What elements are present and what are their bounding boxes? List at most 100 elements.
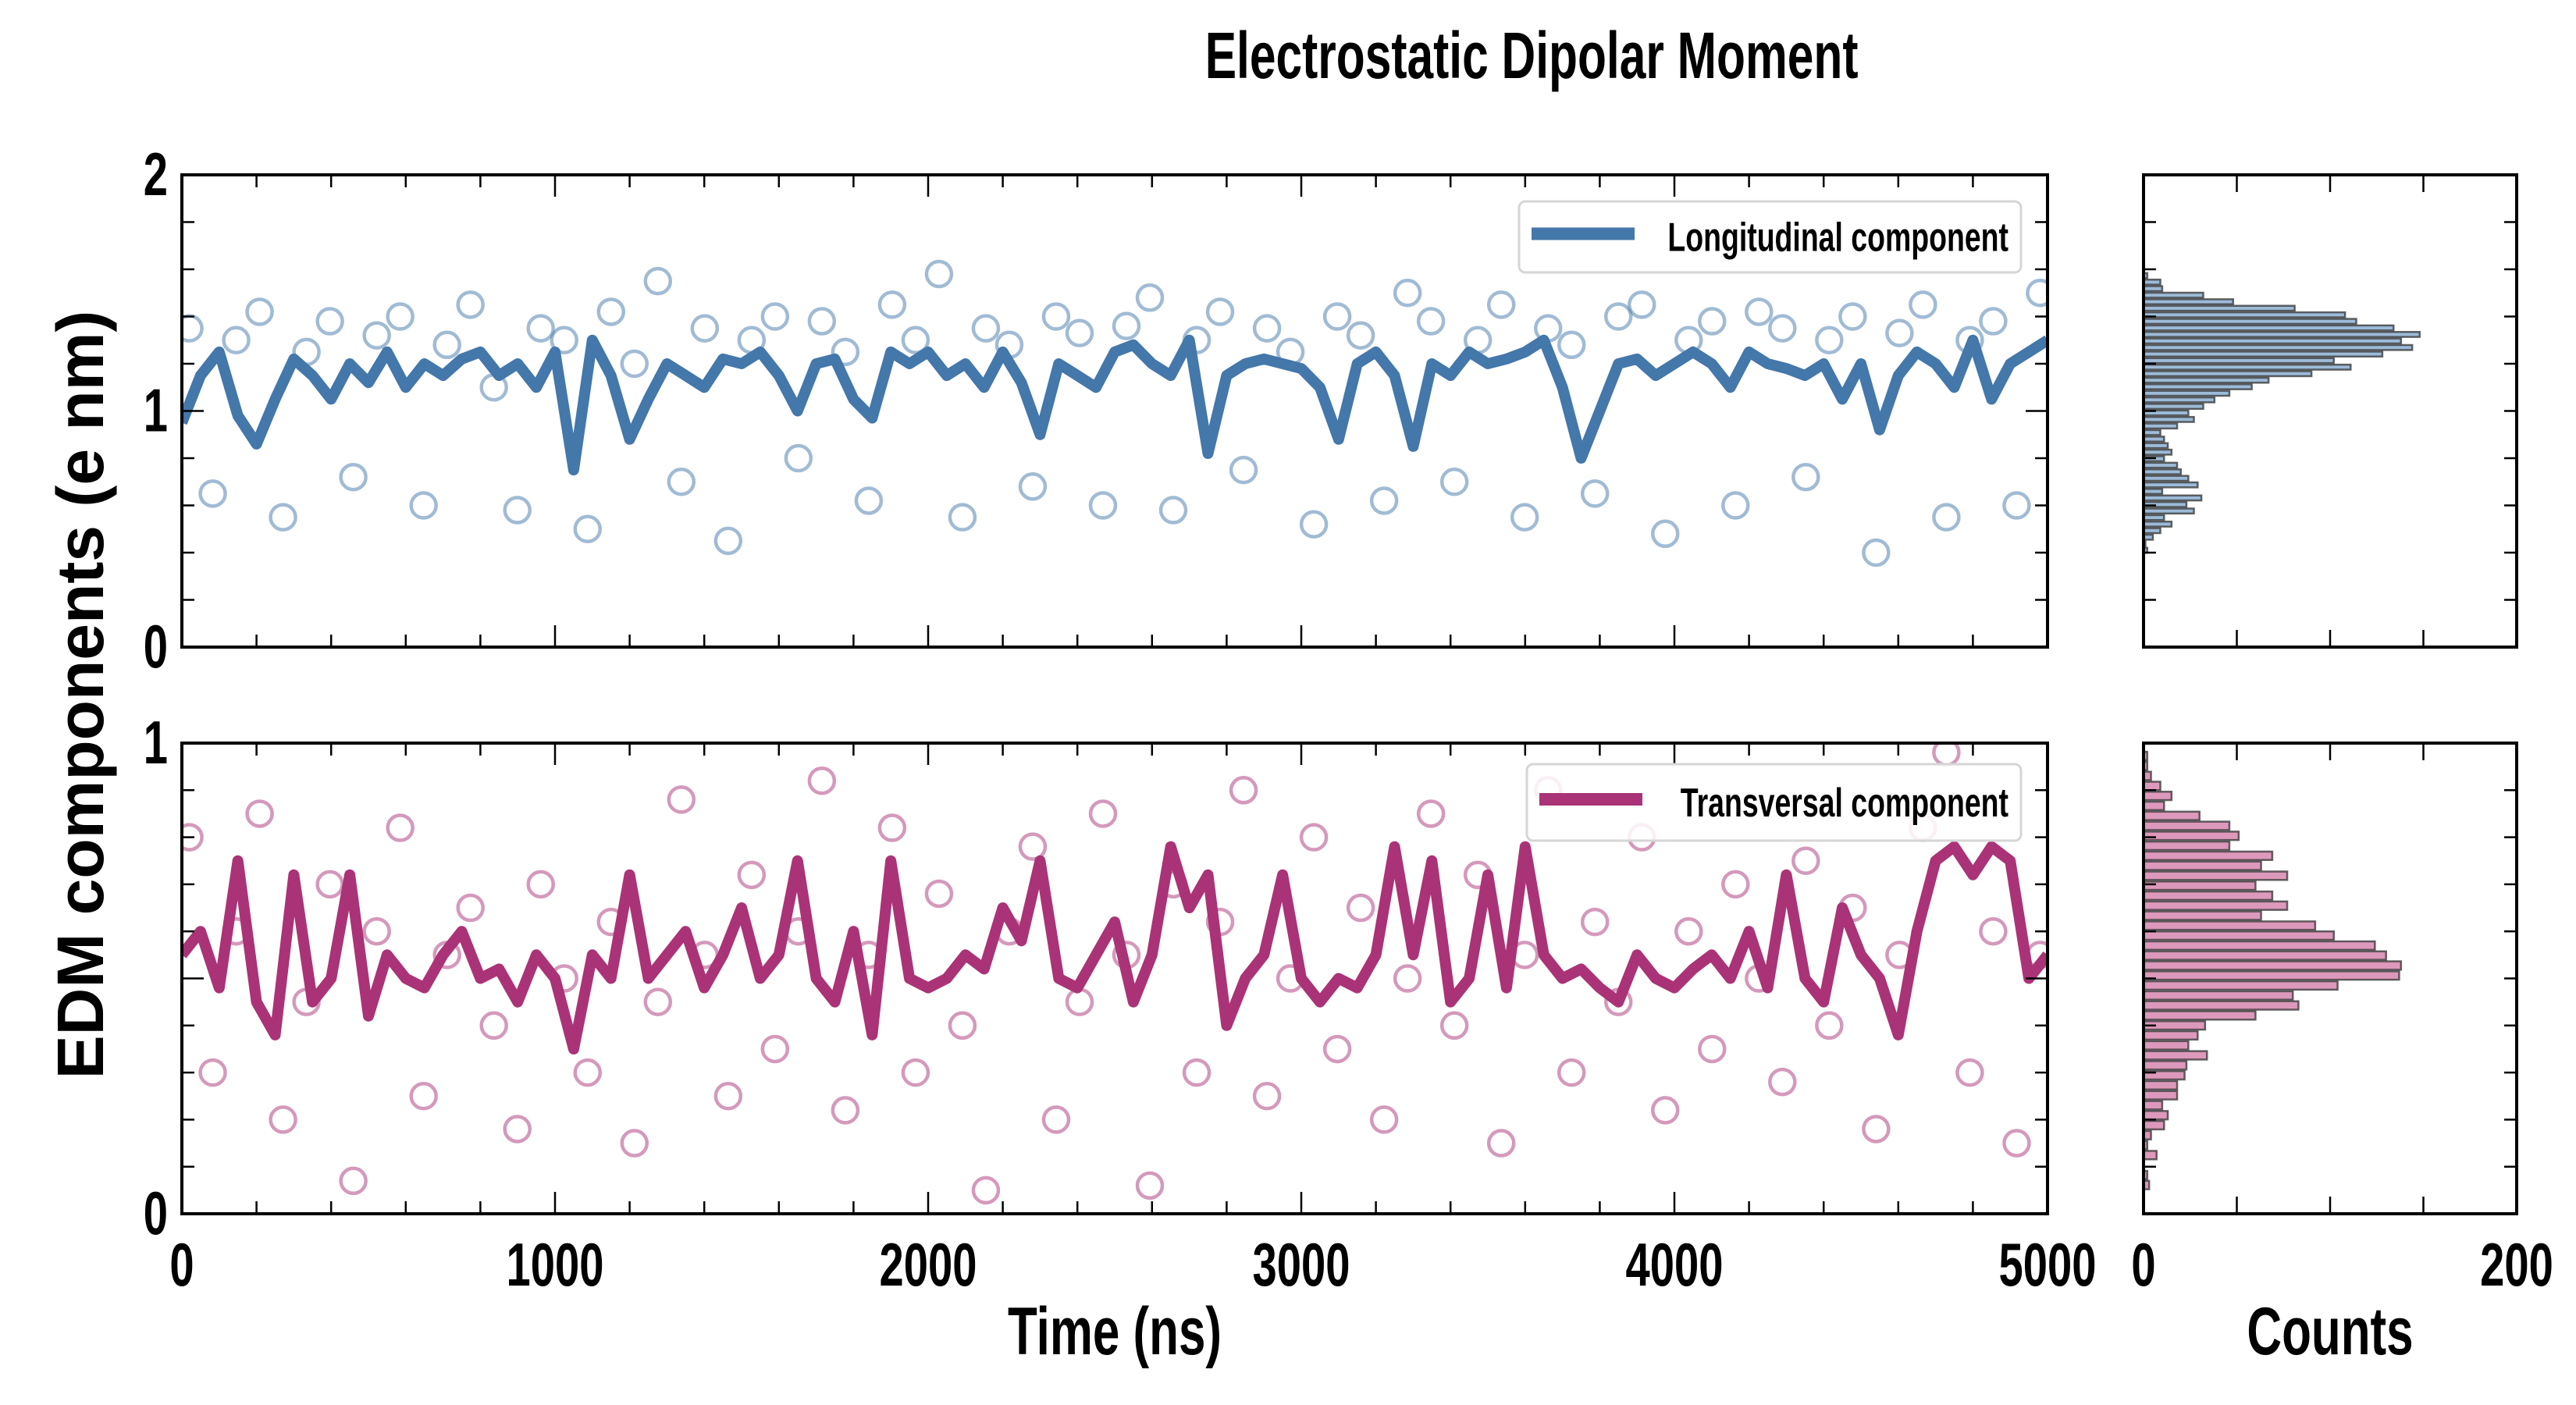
scatter-point xyxy=(690,314,720,343)
histogram-bar xyxy=(2142,1110,2169,1121)
scatter-point xyxy=(877,813,907,842)
scatter-point xyxy=(479,1011,508,1040)
hist-x-axis-label: Counts xyxy=(2247,1293,2413,1368)
scatter-point xyxy=(1088,799,1118,828)
scatter-point xyxy=(1041,302,1071,331)
scatter-point xyxy=(713,1082,743,1111)
scatter-point xyxy=(1885,318,1914,347)
scatter-point xyxy=(503,1115,532,1144)
histogram-bar xyxy=(2142,960,2403,971)
scatter-point xyxy=(1557,330,1586,360)
scatter-point xyxy=(1065,987,1094,1016)
scatter-point xyxy=(1322,302,1352,331)
histogram-bar xyxy=(2142,481,2199,489)
scatter-point xyxy=(1721,870,1750,899)
scatter-point xyxy=(1580,479,1610,508)
scatter-point xyxy=(1745,297,1774,326)
scatter-point xyxy=(1158,496,1188,525)
x-tick-label: 0 xyxy=(169,1231,194,1299)
histogram-bar xyxy=(2142,337,2403,345)
histogram-bar xyxy=(2142,468,2183,475)
histogram-bar xyxy=(2142,1080,2179,1091)
scatter-point xyxy=(1557,1058,1586,1087)
chart-title: Electrostatic Dipolar Moment xyxy=(1205,19,1859,92)
scatter-point xyxy=(1815,325,1844,354)
scatter-point xyxy=(760,302,790,331)
histogram-bar xyxy=(2142,415,2195,423)
scatter-point xyxy=(269,1105,297,1134)
histogram-bar xyxy=(2142,448,2173,456)
histogram-bar xyxy=(2142,860,2262,871)
histogram-bar xyxy=(2142,461,2179,469)
scatter-point xyxy=(456,893,485,923)
y-tick-label-group: 0 xyxy=(144,613,168,681)
scatter-point xyxy=(1369,486,1399,515)
legend-box xyxy=(1517,200,2023,274)
y-tick-label-group: 1 xyxy=(144,376,168,444)
histogram-bar xyxy=(2142,494,2203,502)
hist-x-tick-label: 200 xyxy=(2480,1231,2553,1299)
scatter-point xyxy=(784,443,813,473)
x-tick-label-group: 1000 xyxy=(507,1231,604,1299)
scatter-point xyxy=(807,766,837,795)
scatter-point xyxy=(1252,314,1282,343)
scatter-point xyxy=(1393,964,1422,993)
scatter-point xyxy=(1229,776,1258,805)
scatter-point xyxy=(1369,1105,1399,1134)
scatter-point xyxy=(386,302,415,331)
scatter-point xyxy=(245,799,274,828)
scatter-point xyxy=(831,337,860,367)
histogram-bar xyxy=(2142,403,2204,411)
scatter-point xyxy=(620,349,649,379)
scatter-point xyxy=(924,879,954,909)
histogram-bar xyxy=(2142,1090,2179,1101)
scatter-point xyxy=(1439,1011,1469,1040)
scatter-point xyxy=(1768,314,1797,343)
histogram-bar xyxy=(2142,436,2165,443)
x-axis-label: Time (ns) xyxy=(1008,1293,1222,1368)
histogram-bar xyxy=(2142,900,2289,911)
scatter-point xyxy=(807,307,837,336)
histogram-bar xyxy=(2142,370,2313,378)
histogram-bar xyxy=(2142,800,2165,812)
scatter-point xyxy=(1416,307,1446,336)
histogram-bar xyxy=(2142,930,2336,941)
x-tick-label-group: 5000 xyxy=(1999,1231,2097,1299)
histogram-bar xyxy=(2142,376,2270,384)
histogram-bar xyxy=(2142,350,2384,358)
histogram-bar xyxy=(2142,383,2253,390)
histogram-bar xyxy=(2142,950,2387,961)
histogram-bar xyxy=(2142,324,2395,332)
scatter-point xyxy=(1299,823,1329,852)
scatter-point xyxy=(456,290,485,319)
histogram-bar xyxy=(2142,475,2190,482)
histogram-bar xyxy=(2142,422,2179,430)
histogram-bar xyxy=(2142,507,2195,515)
scatter-point xyxy=(831,1096,860,1125)
scatter-point xyxy=(222,325,251,354)
scatter-point xyxy=(1112,311,1141,340)
scatter-point xyxy=(760,1034,790,1064)
scatter-point xyxy=(1182,1058,1212,1087)
histogram-bar xyxy=(2142,840,2231,852)
scatter-point xyxy=(948,1011,977,1040)
scatter-point xyxy=(339,1166,368,1196)
scatter-point xyxy=(1018,832,1048,861)
y-tick-label: 0 xyxy=(144,613,168,681)
histogram-bar xyxy=(2142,278,2161,286)
histogram-bar xyxy=(2142,1060,2188,1071)
scatter-point xyxy=(1651,519,1680,549)
histogram-bar xyxy=(2142,429,2161,436)
x-tick-label: 1000 xyxy=(507,1231,604,1299)
scatter-point xyxy=(924,259,954,289)
scatter-point xyxy=(1252,1082,1282,1111)
x-tick-label-group: 0 xyxy=(169,1231,194,1299)
scatter-point xyxy=(1510,503,1539,532)
histogram-bar xyxy=(2142,1040,2190,1051)
histogram-bar xyxy=(2142,1100,2164,1111)
y-tick-label: 1 xyxy=(144,376,168,444)
scatter-point xyxy=(503,496,532,525)
scatter-point xyxy=(1229,455,1258,485)
scatter-point xyxy=(1721,491,1750,520)
scatter-point xyxy=(2026,279,2048,308)
